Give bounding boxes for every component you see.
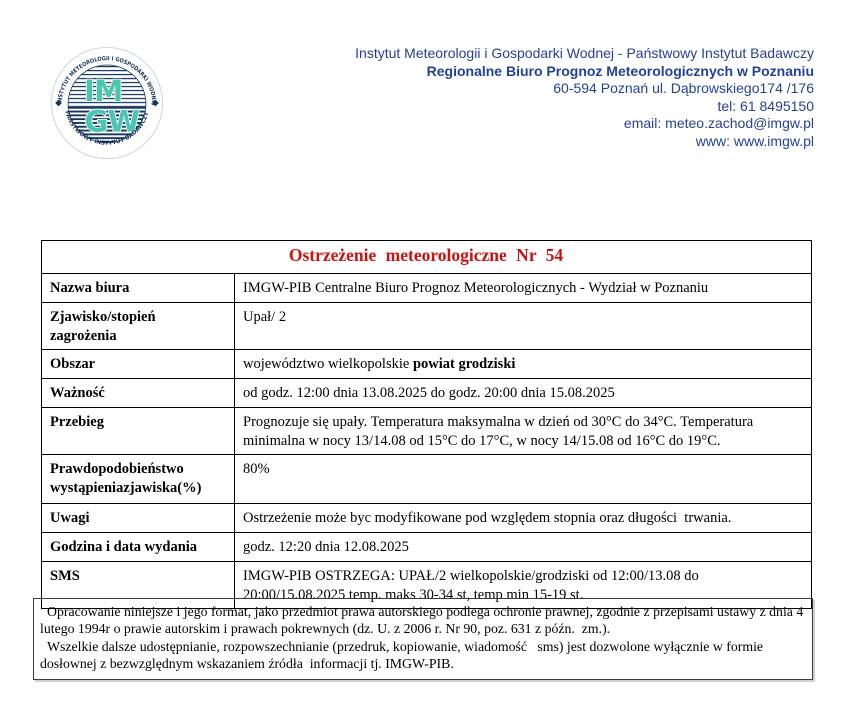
org-phone: tel: 61 8495150 (717, 97, 814, 114)
copyright-paragraph-2: Wszelkie dalsze udostępnianie, rozpowsze… (40, 638, 767, 672)
logo-letters-gw: GW (84, 105, 139, 139)
row-label: Nazwa biura (41, 273, 235, 303)
table-row-obszar: Obszar województwo wielkopolskie powiat … (41, 349, 812, 379)
org-contact-block: Instytut Meteorologii i Gospodarki Wodne… (355, 45, 814, 151)
row-label: SMS (41, 561, 235, 609)
row-value: IMGW-PIB Centralne Biuro Prognoz Meteoro… (234, 273, 812, 303)
table-row-przebieg: Przebieg Prognozuje się upały. Temperatu… (41, 407, 812, 455)
org-www: www: www.imgw.pl (695, 132, 814, 149)
warning-title: Ostrzeżenie meteorologiczne Nr 54 (288, 245, 564, 265)
warning-table: Ostrzeżenie meteorologiczne Nr 54 Nazwa … (41, 240, 812, 609)
logo-letters-im: IM (84, 74, 122, 108)
row-value: godz. 12:20 dnia 12.08.2025 (234, 532, 812, 562)
table-row-waznosc: Ważność od godz. 12:00 dnia 13.08.2025 d… (41, 378, 812, 408)
org-email: email: meteo.zachod@imgw.pl (623, 115, 814, 132)
title-row: Ostrzeżenie meteorologiczne Nr 54 (41, 240, 812, 274)
org-address: 60-594 Poznań ul. Dąbrowskiego174 /176 (553, 80, 814, 97)
row-value: Ostrzeżenie może byc modyfikowane pod wz… (234, 503, 812, 533)
row-label: Zjawisko/stopień zagrożenia (41, 302, 235, 350)
copyright-note: Opracowanie niniejsze i jego format, jak… (33, 598, 813, 680)
table-row-zjawisko: Zjawisko/stopień zagrożenia Upał/ 2 (41, 302, 812, 350)
org-name: Instytut Meteorologii i Gospodarki Wodne… (355, 45, 814, 61)
row-label: Ważność (41, 378, 235, 408)
row-value: 80% (234, 454, 812, 504)
row-label: Prawdopodobieństwo wystąpieniazjawiska(%… (41, 454, 235, 504)
row-value: Prognozuje się upały. Temperatura maksym… (234, 407, 812, 455)
table-row-nazwa-biura: Nazwa biura IMGW-PIB Centralne Biuro Pro… (41, 273, 812, 303)
table-row-uwagi: Uwagi Ostrzeżenie może byc modyfikowane … (41, 503, 812, 533)
row-value: od godz. 12:00 dnia 13.08.2025 do godz. … (234, 378, 812, 408)
table-row-sms: SMS IMGW-PIB OSTRZEGA: UPAŁ/2 wielkopols… (41, 561, 812, 609)
row-value: województwo wielkopolskie powiat grodzis… (234, 349, 812, 379)
row-label: Godzina i data wydania (41, 532, 235, 562)
table-row-godzina-wydania: Godzina i data wydania godz. 12:20 dnia … (41, 532, 812, 562)
row-label: Uwagi (41, 503, 235, 533)
row-label: Przebieg (41, 407, 235, 455)
row-value-bold: powiat grodziski (412, 356, 516, 372)
copyright-paragraph-1: Opracowanie niniejsze i jego format, jak… (40, 604, 807, 637)
row-label: Obszar (41, 349, 235, 379)
office-name: Regionalne Biuro Prognoz Meteorologiczny… (426, 62, 814, 79)
imgw-logo-icon: IM GW INSTYTUT METEOROLOGII I GOSPODARKI… (50, 46, 164, 160)
table-row-prawdopodobienstwo: Prawdopodobieństwo wystąpieniazjawiska(%… (41, 454, 812, 504)
row-value: Upał/ 2 (234, 302, 812, 350)
